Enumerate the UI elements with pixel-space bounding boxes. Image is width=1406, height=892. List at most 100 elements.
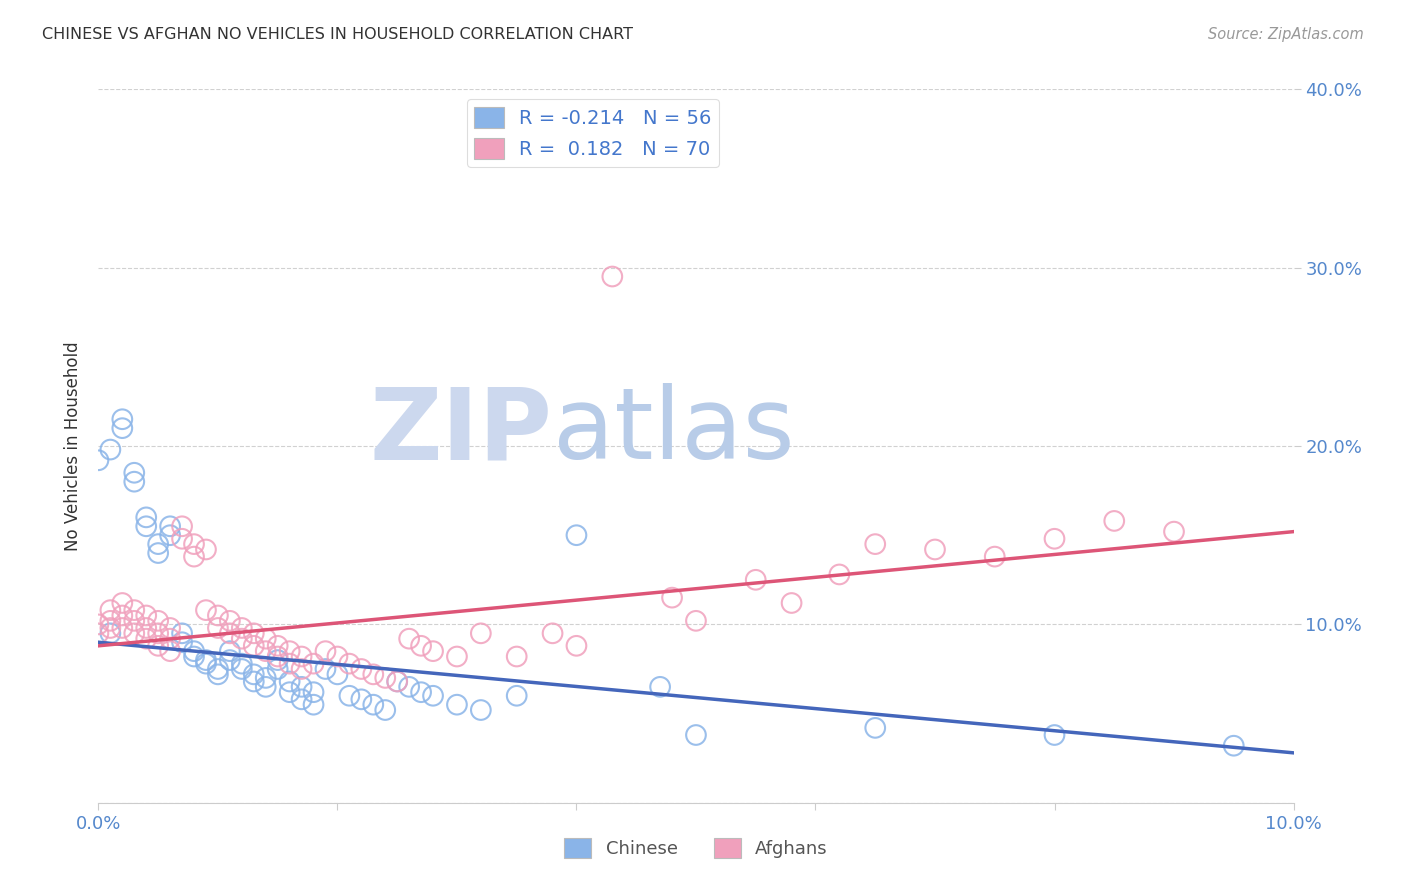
Point bbox=[87, 453, 110, 467]
Point bbox=[541, 626, 564, 640]
Point bbox=[98, 442, 122, 457]
Point bbox=[254, 644, 277, 658]
Point bbox=[195, 653, 218, 667]
Point bbox=[1223, 739, 1246, 753]
Point bbox=[135, 510, 157, 524]
Point bbox=[172, 635, 194, 649]
Point bbox=[374, 671, 396, 685]
Point bbox=[650, 680, 672, 694]
Point bbox=[398, 632, 420, 646]
Point bbox=[172, 532, 194, 546]
Point bbox=[278, 674, 301, 689]
Point bbox=[159, 519, 181, 533]
Point bbox=[302, 698, 325, 712]
Point bbox=[111, 421, 134, 435]
Point bbox=[1104, 514, 1126, 528]
Point bbox=[565, 528, 588, 542]
Point bbox=[374, 703, 396, 717]
Point bbox=[685, 614, 707, 628]
Point bbox=[267, 649, 290, 664]
Point bbox=[207, 662, 229, 676]
Text: Source: ZipAtlas.com: Source: ZipAtlas.com bbox=[1208, 27, 1364, 42]
Point bbox=[195, 657, 218, 671]
Point bbox=[207, 621, 229, 635]
Point bbox=[363, 698, 385, 712]
Point bbox=[350, 662, 373, 676]
Point bbox=[159, 528, 181, 542]
Point bbox=[385, 674, 409, 689]
Y-axis label: No Vehicles in Household: No Vehicles in Household bbox=[65, 341, 83, 551]
Point bbox=[111, 621, 134, 635]
Point bbox=[135, 608, 157, 623]
Point bbox=[111, 596, 134, 610]
Point bbox=[124, 603, 146, 617]
Point bbox=[254, 632, 277, 646]
Point bbox=[267, 653, 290, 667]
Point bbox=[470, 703, 492, 717]
Point bbox=[135, 632, 157, 646]
Point bbox=[98, 603, 122, 617]
Point bbox=[87, 617, 110, 632]
Point bbox=[302, 657, 325, 671]
Point bbox=[124, 466, 146, 480]
Point bbox=[291, 692, 314, 706]
Point bbox=[243, 626, 266, 640]
Point bbox=[231, 662, 253, 676]
Point bbox=[111, 608, 134, 623]
Point bbox=[148, 614, 170, 628]
Point bbox=[385, 674, 409, 689]
Point bbox=[135, 519, 157, 533]
Point bbox=[291, 649, 314, 664]
Point bbox=[124, 626, 146, 640]
Point bbox=[135, 621, 157, 635]
Point bbox=[231, 632, 253, 646]
Point bbox=[411, 639, 433, 653]
Point bbox=[1043, 728, 1066, 742]
Point bbox=[195, 542, 218, 557]
Point bbox=[219, 644, 242, 658]
Point bbox=[278, 657, 301, 671]
Point bbox=[87, 626, 110, 640]
Point bbox=[219, 626, 242, 640]
Point bbox=[207, 667, 229, 681]
Point bbox=[267, 662, 290, 676]
Point bbox=[148, 546, 170, 560]
Point bbox=[602, 269, 624, 284]
Point bbox=[254, 680, 277, 694]
Point bbox=[924, 542, 946, 557]
Point bbox=[267, 639, 290, 653]
Point bbox=[183, 644, 205, 658]
Point bbox=[159, 632, 181, 646]
Point bbox=[183, 649, 205, 664]
Point bbox=[254, 671, 277, 685]
Point bbox=[984, 549, 1007, 564]
Point bbox=[363, 667, 385, 681]
Point bbox=[339, 689, 361, 703]
Point bbox=[446, 649, 468, 664]
Point bbox=[243, 674, 266, 689]
Point bbox=[315, 644, 337, 658]
Point bbox=[98, 626, 122, 640]
Point bbox=[446, 698, 468, 712]
Point bbox=[865, 537, 887, 551]
Point bbox=[231, 657, 253, 671]
Point bbox=[219, 614, 242, 628]
Point bbox=[1163, 524, 1185, 539]
Point bbox=[111, 412, 134, 426]
Point bbox=[243, 639, 266, 653]
Point bbox=[172, 626, 194, 640]
Point bbox=[219, 653, 242, 667]
Point bbox=[148, 626, 170, 640]
Point bbox=[278, 685, 301, 699]
Point bbox=[172, 519, 194, 533]
Point bbox=[148, 639, 170, 653]
Point bbox=[780, 596, 803, 610]
Point bbox=[422, 689, 444, 703]
Point bbox=[685, 728, 707, 742]
Point bbox=[231, 621, 253, 635]
Point bbox=[159, 644, 181, 658]
Point bbox=[661, 591, 683, 605]
Text: ZIP: ZIP bbox=[370, 384, 553, 480]
Point bbox=[470, 626, 492, 640]
Point bbox=[183, 537, 205, 551]
